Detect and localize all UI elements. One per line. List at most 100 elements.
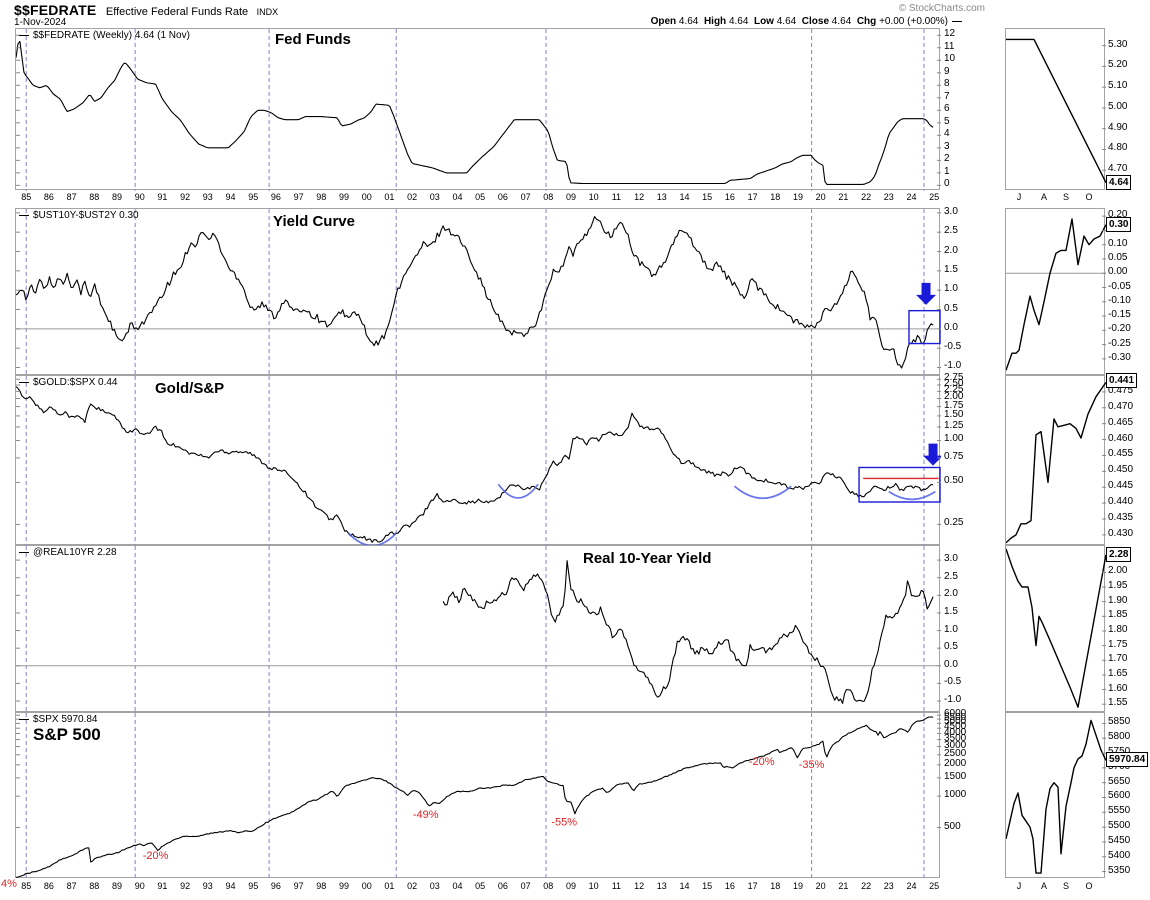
y-axis-label: 1.75 (1108, 638, 1128, 650)
year-label: 20 (815, 881, 826, 891)
low-value: 4.64 (776, 16, 797, 27)
bottoming-arc (888, 490, 936, 501)
ohlc-readout: Open 4.64 High 4.64 Low 4.64 Close 4.64 … (400, 16, 962, 27)
close-label: Close (801, 16, 830, 27)
year-label: 13 (656, 881, 667, 891)
y-axis-label: 6000 (944, 708, 967, 720)
y-axis-label: 0.5 (944, 302, 958, 314)
high-value: 4.64 (728, 16, 749, 27)
year-label: 15 (702, 192, 713, 202)
y-axis-label: 5 (944, 115, 950, 127)
y-axis-label: 5.10 (1108, 80, 1128, 92)
current-value-box: 0.441 (1106, 372, 1138, 388)
panel-mini_fed (1005, 28, 1106, 190)
y-axis-label: 1 (944, 165, 950, 177)
real_10yr-title: Real 10-Year Yield (583, 550, 712, 567)
year-label: 18 (770, 192, 781, 202)
panel-gold_spx (15, 375, 941, 546)
y-axis-label: 3000 (944, 739, 967, 751)
year-label: 16 (724, 192, 735, 202)
y-axis-label: 2.75 (944, 372, 964, 384)
y-axis-label: 1.0 (944, 283, 958, 295)
year-label: 16 (724, 881, 735, 891)
y-axis-label: 9 (944, 65, 950, 77)
legend-swatch-icon: — (19, 547, 29, 558)
year-label: 91 (157, 192, 168, 202)
mini_fed-line (1006, 38, 1106, 184)
year-label: 95 (248, 192, 259, 202)
y-axis-label: 0.75 (944, 450, 964, 462)
y-axis-label: 0.450 (1108, 464, 1134, 476)
y-axis-label: 1500 (944, 770, 967, 782)
y-axis-label: 5450 (1108, 834, 1131, 846)
y-axis-label: 0.460 (1108, 432, 1134, 444)
year-label: 00 (361, 881, 372, 891)
year-label: 04 (452, 192, 463, 202)
y-axis-label: 1.00 (944, 433, 964, 445)
drawdown-label: -20% (749, 756, 775, 768)
y-axis-label: -0.15 (1108, 309, 1131, 321)
y-axis-label: 0.445 (1108, 480, 1134, 492)
y-axis-label: 5750 (1108, 746, 1130, 757)
mini-month-label: A (1040, 192, 1047, 202)
panel-mini_gold_spx (1005, 375, 1106, 545)
y-axis-label: 2.00 (1108, 565, 1128, 577)
open-label: Open (650, 16, 677, 27)
year-label: 93 (202, 881, 213, 891)
year-label: 23 (883, 192, 894, 202)
mini_spx-line (1006, 719, 1106, 874)
year-label: 87 (66, 192, 77, 202)
year-label: 88 (89, 881, 100, 891)
blue-down-arrow-icon (916, 282, 937, 305)
clipped-drawdown-label: 4% (1, 878, 17, 890)
year-label: 18 (770, 881, 781, 891)
y-axis-label: 0.05 (1108, 251, 1128, 263)
year-label: 06 (497, 192, 508, 202)
y-axis-label: 5.20 (1108, 59, 1128, 71)
y-axis-label: 8 (944, 78, 950, 90)
year-label: 25 (929, 192, 940, 202)
fed_funds-legend: — $$FEDRATE (Weekly) 4.64 (1 Nov) (19, 30, 190, 41)
mini-month-label: O (1085, 192, 1093, 202)
panel-real_10yr (15, 545, 941, 713)
year-label: 21 (838, 881, 849, 891)
y-axis-label: 1.75 (944, 399, 964, 411)
mini-month-label: O (1085, 881, 1093, 891)
year-label: 90 (134, 192, 145, 202)
y-axis-label: 6 (944, 103, 950, 115)
year-label: 01 (384, 192, 395, 202)
year-label: 17 (747, 192, 758, 202)
y-axis-label: 4500 (944, 721, 967, 733)
panel-mini_yield_curve (1005, 208, 1106, 375)
year-label: 91 (157, 881, 168, 891)
y-axis-label: 7 (944, 90, 950, 102)
year-label: 24 (906, 881, 917, 891)
legend-swatch-icon: — (19, 714, 29, 725)
year-label: 01 (384, 881, 395, 891)
spx-legend: — $SPX 5970.84 (19, 714, 98, 725)
highlight-box (858, 466, 941, 503)
y-axis-label: 4000 (944, 726, 967, 738)
y-axis-label: 1.90 (1108, 594, 1128, 606)
panel-mini_spx (1005, 712, 1106, 878)
y-axis-label: 2.0 (944, 588, 958, 600)
mini_yield_curve-line (1006, 218, 1106, 371)
exchange-label: INDX (256, 7, 279, 17)
year-label: 99 (338, 192, 349, 202)
year-label: 05 (475, 881, 486, 891)
gold_spx-line (16, 386, 934, 543)
year-label: 08 (543, 192, 554, 202)
y-axis-label: 5400 (1108, 849, 1131, 861)
chg-label: Chg (856, 16, 877, 27)
y-axis-label: 2.25 (944, 384, 964, 396)
year-label: 19 (792, 192, 803, 202)
close-value: 4.64 (831, 16, 852, 27)
current-value-box: 2.28 (1106, 546, 1132, 562)
year-label: 94 (225, 881, 236, 891)
year-label: 10 (588, 192, 599, 202)
year-label: 22 (861, 192, 872, 202)
drawdown-label: -20% (143, 850, 169, 862)
year-label: 07 (520, 881, 531, 891)
current-value-box: 5970.84 (1106, 752, 1149, 768)
y-axis-label: 0.475 (1108, 384, 1134, 396)
